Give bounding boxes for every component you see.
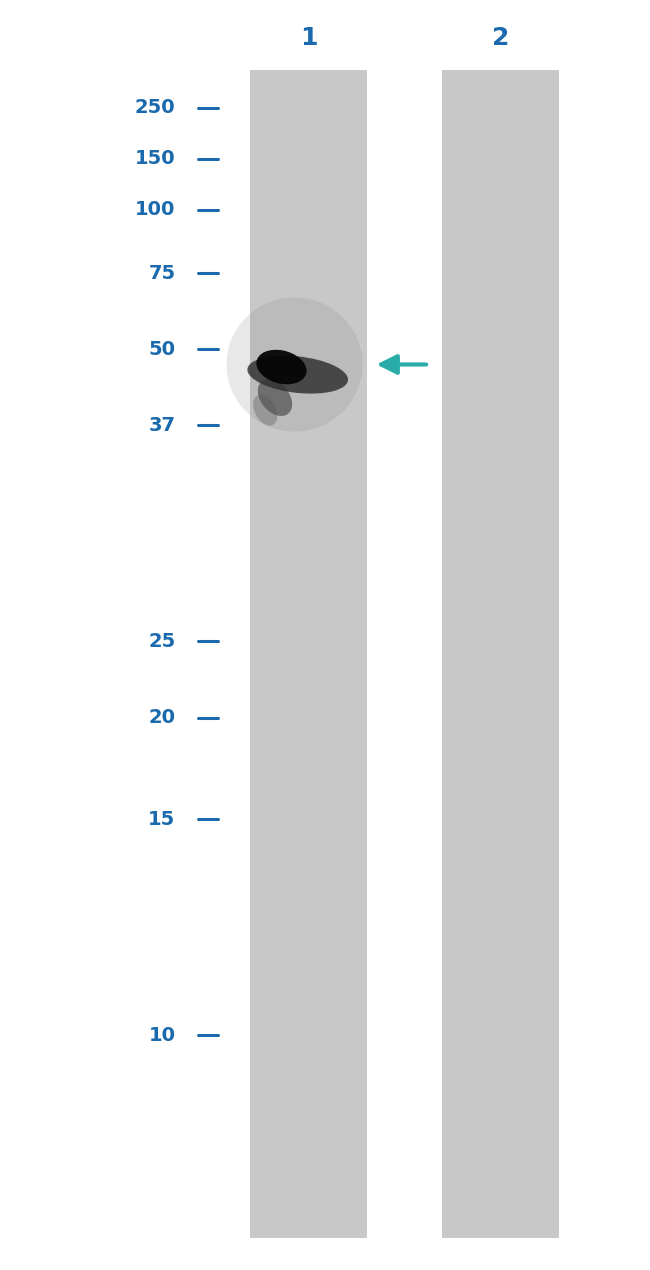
Ellipse shape <box>256 349 307 385</box>
Text: 25: 25 <box>148 632 176 650</box>
Text: 50: 50 <box>148 340 176 358</box>
Text: 37: 37 <box>148 417 176 434</box>
Text: 75: 75 <box>148 264 176 282</box>
Text: 150: 150 <box>135 150 176 168</box>
Ellipse shape <box>226 297 363 432</box>
Text: 250: 250 <box>135 99 176 117</box>
Text: 2: 2 <box>492 27 509 50</box>
Ellipse shape <box>253 395 278 425</box>
Bar <box>250 70 367 1238</box>
Text: 100: 100 <box>135 201 176 218</box>
Ellipse shape <box>248 356 348 394</box>
Text: 1: 1 <box>300 27 317 50</box>
Text: 10: 10 <box>148 1026 176 1044</box>
Text: 20: 20 <box>148 709 176 726</box>
Text: 15: 15 <box>148 810 176 828</box>
Bar <box>442 70 559 1238</box>
Ellipse shape <box>258 378 292 417</box>
